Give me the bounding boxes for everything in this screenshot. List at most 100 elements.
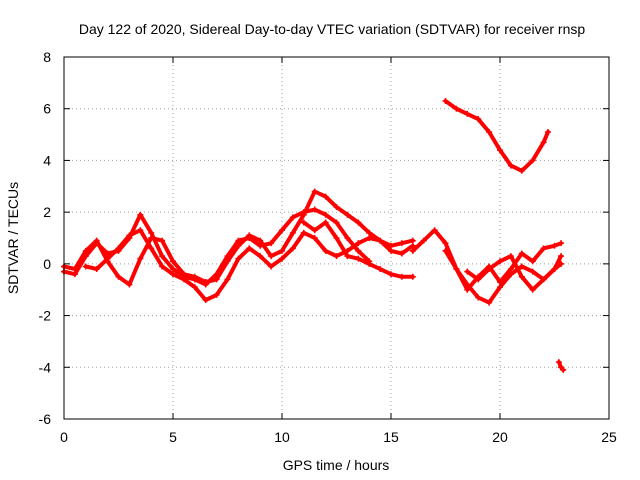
data-point-marker	[409, 237, 416, 244]
data-point-marker	[126, 232, 133, 239]
data-point-marker	[551, 266, 558, 273]
data-point-marker	[322, 247, 329, 254]
data-point-marker	[300, 229, 307, 236]
y-tick-label: 6	[43, 101, 51, 117]
data-point-marker	[431, 227, 438, 234]
data-point-marker	[268, 240, 275, 247]
data-point-marker	[355, 247, 362, 254]
x-tick-label: 0	[60, 429, 68, 445]
data-point-marker	[126, 281, 133, 288]
data-point-marker	[159, 263, 166, 270]
y-tick-label: 0	[43, 256, 51, 272]
data-point-marker	[486, 266, 493, 273]
data-point-marker	[398, 240, 405, 247]
data-point-marker	[137, 211, 144, 218]
data-point-marker	[170, 266, 176, 273]
data-point-marker	[311, 206, 318, 213]
data-point-marker	[355, 219, 362, 226]
data-point-marker	[279, 247, 285, 254]
data-point-marker	[180, 271, 187, 278]
data-point-marker	[507, 266, 514, 273]
data-point-marker	[279, 227, 285, 234]
data-point-marker	[93, 266, 100, 273]
data-point-marker	[497, 258, 503, 265]
data-point-marker	[289, 229, 296, 236]
data-point-marker	[486, 128, 493, 135]
series-line-arc-7	[465, 254, 563, 292]
data-point-marker	[366, 235, 373, 241]
data-point-marker	[115, 245, 122, 252]
data-point-marker	[507, 162, 514, 169]
data-point-marker	[191, 273, 198, 280]
data-point-marker	[540, 276, 547, 283]
data-point-marker	[148, 245, 155, 252]
data-point-marker	[558, 260, 565, 267]
data-point-marker	[82, 263, 89, 270]
x-tick-label: 5	[169, 429, 177, 445]
data-point-marker	[137, 227, 144, 234]
data-point-marker	[202, 297, 209, 304]
data-point-marker	[170, 271, 176, 278]
data-point-marker	[464, 110, 471, 117]
data-point-marker	[257, 253, 264, 260]
data-point-marker	[235, 255, 242, 262]
data-point-marker	[442, 97, 449, 104]
data-point-marker	[180, 276, 187, 283]
data-point-marker	[464, 268, 471, 275]
data-point-marker	[191, 284, 198, 291]
data-point-marker	[213, 291, 220, 298]
data-point-marker	[529, 258, 536, 265]
y-tick-labels: -6 -4 -2 0 2 4 6 8	[39, 49, 52, 427]
data-point-marker	[333, 219, 340, 226]
data-point-marker	[202, 278, 209, 285]
data-point-marker	[529, 157, 536, 164]
data-point-marker	[311, 227, 318, 234]
data-point-marker	[322, 211, 329, 218]
data-point-marker	[268, 263, 275, 270]
y-tick-label: -2	[39, 308, 52, 324]
x-tick-label: 15	[383, 429, 399, 445]
data-point-marker	[366, 229, 373, 236]
data-point-marker	[355, 255, 362, 262]
data-point-marker	[137, 255, 144, 262]
x-axis-label: GPS time / hours	[283, 457, 390, 473]
data-point-marker	[93, 237, 100, 244]
data-point-marker	[540, 245, 547, 252]
data-point-marker	[82, 247, 89, 254]
data-point-marker	[518, 250, 525, 257]
data-point-marker	[388, 271, 394, 278]
data-point-marker	[529, 286, 536, 293]
data-point-marker	[322, 219, 329, 226]
y-tick-label: -6	[39, 411, 52, 427]
data-point-marker	[409, 273, 416, 280]
data-point-marker	[115, 273, 122, 280]
data-point-marker	[148, 235, 155, 241]
data-point-marker	[279, 255, 285, 262]
data-point-marker	[555, 359, 562, 366]
data-point-marker	[333, 235, 340, 241]
data-point-marker	[442, 240, 449, 247]
data-point-marker	[366, 260, 373, 267]
data-point-marker	[344, 211, 351, 218]
x-tick-label: 25	[601, 429, 617, 445]
data-point-marker	[159, 237, 166, 244]
axis-ticks	[63, 56, 610, 420]
data-point-marker	[497, 147, 503, 154]
y-tick-label: -4	[39, 359, 52, 375]
plot-frame	[63, 56, 610, 420]
data-point-marker	[475, 294, 482, 301]
data-point-marker	[497, 278, 503, 285]
data-point-marker	[518, 167, 525, 174]
data-point-marker	[475, 116, 482, 123]
data-point-marker	[71, 271, 78, 278]
data-point-marker	[104, 255, 111, 262]
data-point-marker	[518, 263, 525, 270]
data-point-marker	[377, 237, 384, 244]
data-point-marker	[453, 266, 460, 273]
x-tick-label: 20	[492, 429, 508, 445]
data-point-marker	[235, 242, 242, 249]
data-point-marker	[518, 273, 525, 280]
data-point-marker	[170, 258, 176, 265]
data-point-marker	[235, 237, 242, 244]
